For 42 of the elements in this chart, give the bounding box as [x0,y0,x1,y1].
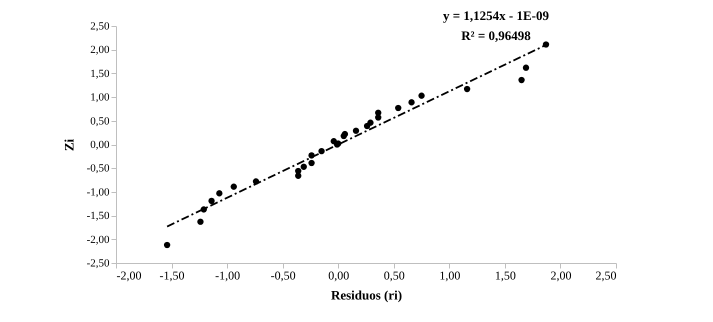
y-tick-label: 0,50 [90,115,110,128]
point [522,64,530,71]
point [408,99,415,106]
y-tick-label: -2,00 [86,234,110,246]
y-tick-label: -1,00 [86,186,110,198]
x-tick-label: -2,00 [116,268,142,282]
y-tick-label: 0,00 [90,139,110,151]
x-tick-label: 0,50 [384,268,405,282]
point [208,198,215,204]
point [164,242,170,248]
point [295,172,302,179]
annotation: R² = 0,96498 [461,28,532,43]
point [375,110,382,116]
x-tick-label: -0,50 [270,268,296,282]
y-tick-label: 2,50 [90,20,110,32]
x-axis-title: Residuos (ri) [330,288,402,302]
x-tick-label: 0,00 [328,268,350,282]
y-tick-label: 1,00 [90,92,110,104]
x-tick-label: 2,00 [550,268,572,282]
point [395,104,402,112]
point [367,120,374,126]
y-tick-label: -1,50 [86,210,110,222]
text: y = 1,1254x - 1E-09 [443,8,550,23]
point [230,184,237,190]
x-tick-label: 2,50 [596,268,616,282]
point [418,92,425,99]
y-axis-title: Zi [62,138,77,152]
y-tick-label: 2,00 [90,44,110,56]
point [464,86,470,92]
point [216,190,222,196]
x-tick-label: 1,00 [439,268,460,282]
y-tick-label: -2,50 [86,258,110,270]
point [352,128,360,134]
point [308,160,315,166]
x-tick-label: -1,00 [215,268,240,282]
x-tick-label: -1,50 [160,268,185,282]
point [518,76,525,84]
y-tick-label: -0,50 [86,162,110,175]
x-tick-label: 1,50 [494,268,516,282]
point [300,164,307,170]
y-tick-label: 1,50 [90,68,110,80]
point [197,218,204,225]
